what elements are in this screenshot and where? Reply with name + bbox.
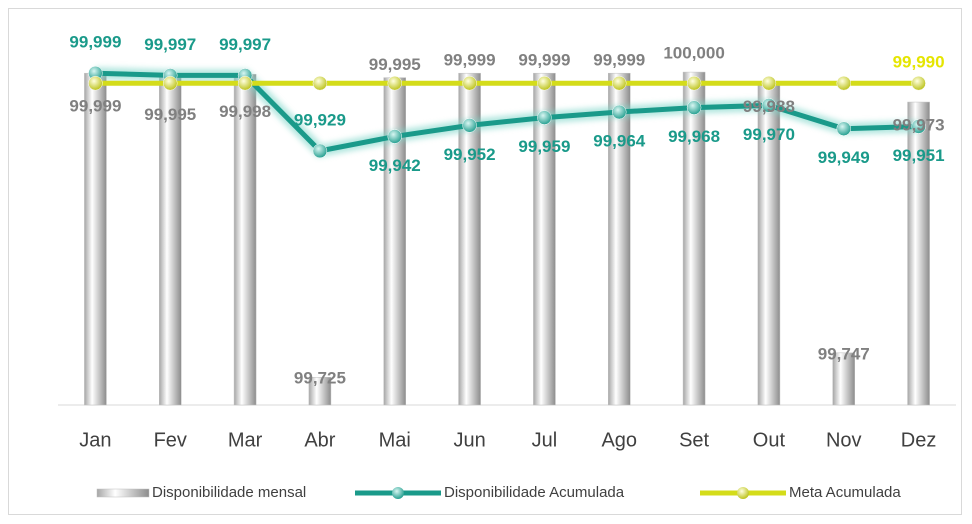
- line-marker: [761, 75, 777, 91]
- data-label: 99,949: [818, 148, 870, 167]
- line-marker: [537, 110, 552, 125]
- legend-marker: [392, 487, 404, 499]
- line-marker: [462, 118, 477, 133]
- bar: [907, 101, 930, 406]
- data-label: 99,970: [743, 125, 795, 144]
- line-marker: [537, 75, 552, 91]
- line-marker: [237, 75, 253, 91]
- data-label: 99,999: [69, 97, 121, 116]
- bar: [458, 72, 481, 406]
- bar: [832, 352, 855, 406]
- bar: [533, 72, 556, 406]
- line: [95, 70, 919, 154]
- line-marker: [88, 75, 103, 91]
- x-tick-label: Mar: [228, 429, 263, 451]
- bar: [383, 77, 406, 406]
- data-label: 99,959: [518, 137, 570, 156]
- data-label: 99,999: [593, 51, 645, 70]
- data-label: 99,951: [893, 146, 945, 165]
- x-tick-label: Jan: [79, 429, 111, 451]
- line-marker: [911, 75, 926, 91]
- x-tick-label: Jun: [453, 429, 485, 451]
- line-marker: [911, 119, 926, 134]
- line-marker: [686, 100, 702, 115]
- x-tick-label: Ago: [601, 429, 637, 451]
- data-label: 99,942: [369, 156, 421, 175]
- x-tick-label: Dez: [901, 429, 937, 451]
- data-label: 99,997: [219, 35, 271, 54]
- data-label: 99,999: [444, 51, 496, 70]
- data-label: 99,995: [144, 105, 196, 124]
- data-label: 99,747: [818, 344, 870, 363]
- data-label: 99,988: [743, 97, 795, 116]
- line-marker: [462, 75, 477, 91]
- x-tick-label: Fev: [154, 429, 187, 451]
- bar: [84, 72, 107, 406]
- line-marker: [387, 75, 402, 91]
- line-marker: [686, 75, 702, 91]
- data-label: 99,964: [593, 132, 646, 151]
- line-marker: [836, 121, 851, 136]
- data-label: 99,990: [893, 53, 945, 72]
- data-label: 99,952: [444, 145, 496, 164]
- bar: [608, 72, 631, 406]
- line-marker: [163, 75, 178, 91]
- line-marker: [312, 143, 328, 159]
- data-label: 99,995: [369, 55, 421, 74]
- bar: [233, 74, 257, 406]
- data-label: 99,725: [294, 369, 346, 388]
- bar: [308, 377, 332, 406]
- data-label: 100,000: [663, 44, 724, 63]
- x-tick-label: Nov: [826, 429, 862, 451]
- legend-label: Meta Acumulada: [789, 484, 901, 501]
- data-label: 99,998: [219, 102, 271, 121]
- line-marker: [612, 104, 627, 120]
- legend-label: Disponibilidade Acumulada: [444, 484, 625, 501]
- x-tick-label: Set: [679, 429, 709, 451]
- bar: [159, 77, 182, 406]
- data-label: 99,999: [69, 33, 121, 52]
- legend-marker: [737, 487, 749, 499]
- legend-swatch: [96, 488, 150, 498]
- legend-label: Disponibilidade mensal: [152, 484, 306, 501]
- bar: [682, 71, 706, 406]
- line-marker: [387, 129, 402, 144]
- line-marker: [836, 75, 851, 91]
- line-marker: [761, 98, 777, 113]
- line-marker: [612, 75, 627, 91]
- x-tick-label: Jul: [532, 429, 558, 451]
- data-label: 99,968: [668, 127, 720, 146]
- x-tick-label: Abr: [304, 429, 335, 451]
- data-label: 99,929: [294, 110, 346, 129]
- x-tick-label: Mai: [379, 429, 411, 451]
- line-marker: [312, 75, 328, 91]
- data-label: 99,973: [893, 116, 945, 135]
- data-label: 99,997: [144, 35, 196, 54]
- x-tick-label: Out: [753, 429, 786, 451]
- data-label: 99,999: [518, 51, 570, 70]
